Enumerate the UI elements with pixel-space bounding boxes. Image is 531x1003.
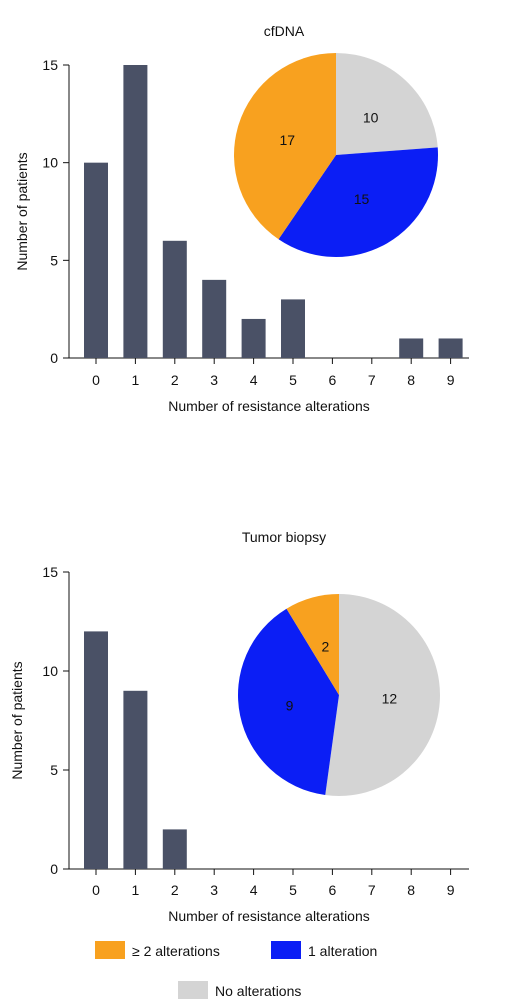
legend-swatch (271, 941, 301, 959)
bar-0 (84, 162, 108, 358)
x-tick-label: 2 (171, 372, 179, 388)
x-tick-label: 0 (92, 882, 100, 898)
bar-5 (281, 299, 305, 358)
bar-9 (438, 338, 463, 358)
pie-slice-label: 9 (286, 697, 294, 713)
x-tick-label: 6 (329, 372, 337, 388)
y-tick-label: 5 (50, 252, 58, 268)
legend-swatch (95, 941, 125, 959)
y-tick-label: 0 (50, 350, 58, 366)
pie-slice-label: 12 (382, 690, 398, 706)
bar-3 (202, 279, 227, 358)
bar-1 (123, 690, 148, 869)
x-axis-label: Number of resistance alterations (168, 398, 370, 414)
chart-panel-1: cfDNA 0 5 10 15 Number of patients 0 1 2 3 4 5 6 7 8 9 N… (14, 23, 469, 414)
y-axis-label: Number of patients (14, 152, 30, 270)
pie-slice-no-alterations (336, 53, 438, 155)
x-tick-label: 9 (447, 882, 455, 898)
x-tick-label: 0 (92, 372, 100, 388)
pie-slice-no-alterations (325, 594, 440, 796)
bar-4 (241, 318, 266, 358)
legend-label: ≥ 2 alterations (132, 943, 220, 959)
pie-slice-label: 17 (279, 132, 295, 148)
x-tick-label: 4 (250, 882, 258, 898)
inset-pie: 10 15 17 (234, 53, 438, 257)
x-tick-label: 3 (210, 372, 218, 388)
pie-slice-2-alterations (286, 594, 339, 695)
x-tick-label: 5 (289, 882, 297, 898)
pie-slice-1-alteration (237, 608, 339, 796)
y-tick-label: 10 (42, 663, 58, 679)
y-tick-label: 0 (50, 861, 58, 877)
bar-1 (123, 65, 148, 358)
x-axis-label: Number of resistance alterations (168, 908, 370, 924)
x-tick-label: 2 (171, 882, 179, 898)
bar-2 (162, 240, 187, 358)
legend-label: No alterations (215, 983, 301, 999)
x-tick-label: 7 (368, 372, 376, 388)
pie-slice-2-alterations (234, 53, 336, 240)
inset-pie: 12 9 2 (237, 594, 440, 796)
x-tick-label: 1 (132, 372, 140, 388)
y-tick-label: 10 (42, 155, 58, 171)
x-tick-label: 3 (210, 882, 218, 898)
x-tick-label: 1 (132, 882, 140, 898)
bar-8 (399, 338, 424, 358)
x-tick-label: 8 (407, 372, 415, 388)
y-tick-label: 15 (42, 57, 58, 73)
x-tick-label: 9 (447, 372, 455, 388)
y-axis-label: Number of patients (9, 661, 25, 779)
legend: ≥ 2 alterations 1 alteration No alteration… (95, 941, 377, 999)
bar-0 (84, 631, 108, 869)
legend-swatch (178, 981, 208, 999)
legend-label: 1 alteration (308, 943, 377, 959)
x-tick-label: 4 (250, 372, 258, 388)
x-tick-label: 7 (368, 882, 376, 898)
y-tick-label: 5 (50, 762, 58, 778)
bar-2 (162, 829, 187, 869)
chart-title: cfDNA (264, 23, 305, 39)
pie-slice-label: 10 (363, 110, 379, 126)
x-tick-label: 6 (329, 882, 337, 898)
chart-title: Tumor biopsy (242, 529, 326, 545)
x-tick-label: 8 (407, 882, 415, 898)
pie-slice-label: 15 (354, 191, 370, 207)
pie-slice-1-alteration (278, 147, 438, 257)
y-tick-label: 15 (42, 564, 58, 580)
pie-slice-label: 2 (321, 638, 329, 654)
x-tick-label: 5 (289, 372, 297, 388)
